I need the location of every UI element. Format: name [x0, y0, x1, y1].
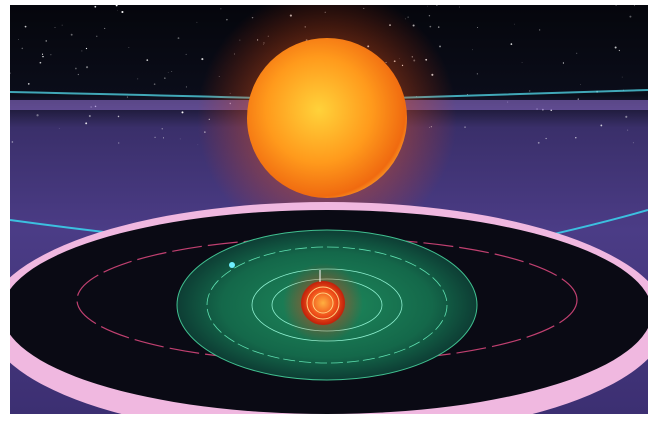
star-dot [436, 5, 438, 6]
star-dot [197, 144, 199, 146]
star-dot [161, 128, 163, 130]
star-dot [177, 37, 180, 40]
star-ring [312, 292, 334, 314]
star-dot [621, 76, 623, 78]
star-dot [171, 71, 173, 72]
star-dot [128, 47, 130, 48]
star-dot [117, 115, 120, 118]
star-dot [121, 10, 124, 14]
star-dot [74, 67, 77, 70]
star-dot [625, 115, 628, 118]
star-dot [439, 45, 441, 48]
star-dot [85, 122, 88, 125]
star-dot [50, 54, 52, 56]
star-dot [167, 72, 169, 73]
star-dot [126, 96, 128, 98]
star-dot [81, 50, 83, 52]
star-dot [18, 38, 19, 40]
star-dot [162, 137, 164, 139]
star-dot [537, 141, 540, 144]
star-dot [476, 73, 478, 75]
star-dot [104, 27, 106, 29]
star-dot [437, 26, 440, 28]
star-dot [185, 53, 187, 55]
orbit-ring [206, 246, 448, 364]
star-dot [85, 66, 89, 69]
star-dot [154, 136, 156, 138]
star-dot [10, 72, 11, 74]
star-dot [201, 58, 204, 61]
star-dot [618, 49, 621, 52]
star-dot [39, 61, 42, 64]
star-dot [45, 40, 47, 42]
star-dot [580, 84, 581, 85]
star-dot [513, 23, 515, 25]
star-dot [42, 55, 44, 58]
star-dot [181, 111, 184, 114]
star-dot [575, 137, 577, 139]
star-dot [464, 126, 466, 128]
star-dot [54, 27, 56, 28]
star-dot [118, 142, 120, 144]
star-dot [11, 141, 14, 143]
star-dot [545, 137, 547, 140]
star-dot [627, 129, 629, 131]
star-dot [220, 8, 222, 10]
star-dot [58, 127, 60, 129]
star-dot [85, 47, 88, 50]
star-dot [226, 18, 228, 21]
star-dot [521, 62, 523, 64]
star [301, 281, 345, 325]
star-dot [510, 43, 513, 45]
star-dot [117, 9, 118, 11]
star-dot [137, 78, 139, 80]
star-dot [539, 29, 541, 31]
star-dot [459, 6, 460, 8]
star-dot [88, 115, 91, 118]
star-dot [115, 5, 118, 7]
star-dot [41, 53, 44, 55]
star-dot [615, 5, 617, 6]
star-ring [306, 286, 340, 320]
star-dot [61, 24, 63, 26]
star-dot [21, 47, 24, 50]
planet [229, 262, 235, 268]
star-dot [70, 33, 73, 36]
star-dot [632, 142, 634, 144]
star-dot [185, 86, 187, 88]
star-dot [24, 25, 27, 28]
star-dot [77, 73, 79, 76]
sun [247, 38, 407, 198]
star-dot [427, 5, 428, 7]
star-dot [196, 21, 198, 23]
star-dot [472, 49, 473, 51]
star-dot [146, 59, 149, 61]
star-dot [153, 83, 156, 85]
star-dot [179, 138, 181, 140]
star-dot [96, 35, 98, 38]
star-dot [600, 124, 603, 127]
star-dot [634, 5, 635, 7]
star-dot [429, 25, 432, 28]
star-dot [576, 52, 578, 54]
star-dot [36, 114, 39, 117]
star-dot [614, 46, 617, 49]
star-dot [94, 5, 97, 8]
star-dot [477, 27, 478, 28]
star-dot [27, 83, 30, 85]
star-dot [629, 15, 632, 18]
star-dot [577, 98, 579, 100]
star-dot [428, 15, 431, 17]
star-dot [164, 77, 166, 79]
star-dot [562, 62, 565, 64]
star-dot [528, 90, 531, 92]
